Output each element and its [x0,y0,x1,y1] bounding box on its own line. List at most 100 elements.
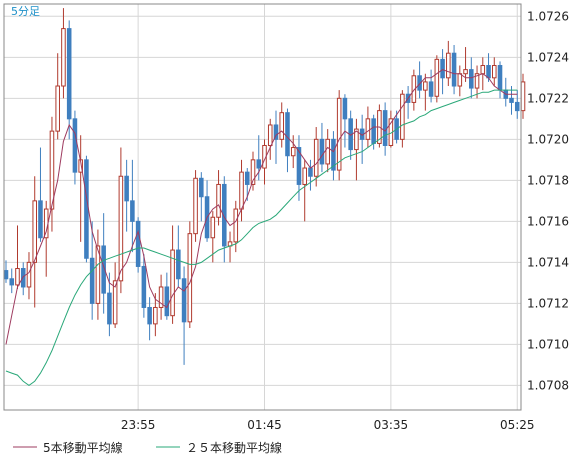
x-axis: 23:55 01:45 03:35 05:25 [121,418,535,432]
candle-body-55 [319,138,325,165]
candle-body-40 [233,208,239,243]
candle-body-90 [520,81,526,112]
candle-body-89 [514,101,520,112]
y-tick-label-0: 1.0726 [527,9,569,23]
candle-body-37 [216,183,221,218]
candle-body-78 [451,52,457,87]
candle-body-28 [164,286,170,317]
candle-body-50 [290,147,296,157]
legend-label-ma5: 5本移動平均線 [43,440,123,455]
y-tick-label-2: 1.0722 [527,91,569,105]
candle-body-75 [434,58,440,97]
candle-body-1 [9,278,15,286]
candle-body-56 [325,138,330,165]
candle-body-48 [279,112,285,140]
candle-body-41 [239,171,244,210]
candle-body-25 [147,306,152,325]
y-tick-label-8: 1.0710 [527,337,569,351]
x-tick-label-3: 05:25 [500,418,535,432]
candle-body-86 [497,65,503,91]
candle-body-0 [3,270,9,280]
candle-body-47 [273,124,279,140]
candle-body-72 [417,75,422,91]
candle-body-85 [491,65,497,79]
ma25-line [5,89,518,387]
candle-body-27 [158,286,164,308]
candle-body-2 [15,268,20,286]
candle-body-36 [210,216,216,239]
candle-body-79 [457,73,463,87]
legend-label-ma25: ２５本移動平均線 [186,440,282,455]
candle-body-32 [187,233,193,323]
candle-body-49 [285,112,290,157]
y-tick-label-1: 1.0724 [527,50,569,64]
candle-body-24 [141,265,147,308]
candle-body-15 [89,257,95,304]
candle-body-76 [440,58,445,79]
candle-body-71 [411,75,417,103]
y-tick-label-9: 1.0708 [527,378,569,392]
candle-body-83 [480,65,486,75]
candle-body-29 [170,249,175,317]
candle-body-57 [331,138,336,171]
y-tick-label-5: 1.0716 [527,214,569,228]
candle-body-46 [267,124,273,146]
candle-body-64 [371,118,376,144]
candle-body-22 [130,200,135,222]
candle-body-8 [49,130,55,210]
candle-body-63 [365,118,371,140]
candle-body-6 [38,200,43,239]
candle-body-12 [72,118,78,173]
candle-body-69 [400,93,405,140]
y-tick-label-7: 1.0712 [527,296,569,310]
candle-body-77 [446,52,451,79]
candle-body-26 [153,306,158,325]
y-tick-label-4: 1.0718 [527,173,569,187]
candle-body-42 [244,171,250,185]
candle-body-18 [107,292,112,325]
candle-body-19 [112,280,118,325]
candle-body-4 [26,261,32,288]
candle-body-3 [20,268,26,288]
candle-body-43 [250,159,256,185]
candle-body-58 [336,97,342,171]
x-tick-label-1: 01:45 [247,418,282,432]
plot-frame [3,3,522,411]
candle-body-14 [84,159,89,259]
candle-body-17 [101,245,106,294]
candle-body-23 [135,220,141,267]
candle-body-38 [222,183,227,247]
candle-body-11 [66,28,72,120]
x-tick-label-2: 03:35 [374,418,409,432]
y-tick-label-6: 1.0714 [527,255,569,269]
candle-body-20 [118,175,124,282]
candle-body-16 [95,245,101,304]
y-tick-label-3: 1.0720 [527,132,569,146]
candle-body-5 [32,200,38,263]
candle-body-9 [55,85,60,132]
candle-body-74 [428,81,434,97]
ma5-line [5,69,518,345]
candle-body-51 [296,147,302,185]
candle-body-81 [469,69,474,89]
candle-body-30 [176,249,181,280]
legend: 5本移動平均線 ２５本移動平均線 [13,440,282,455]
period-label: 5分足 [11,5,40,18]
candle-body-82 [474,73,480,89]
x-tick-label-0: 23:55 [121,418,156,432]
y-axis: 1.0726 1.0724 1.0722 1.0720 1.0718 1.0716 1.07… [527,9,569,392]
candle-body-66 [382,110,388,146]
candle-body-53 [308,167,313,177]
candle-body-61 [354,128,359,151]
moving-average-lines [5,69,518,387]
candle-body-52 [302,167,307,185]
candle-body-33 [193,177,198,235]
candle-body-88 [509,97,514,103]
candle-body-10 [61,28,66,87]
candle-body-54 [313,138,319,177]
candle-body-59 [342,97,348,120]
candle-body-73 [423,81,428,91]
candle-body-84 [486,65,491,79]
